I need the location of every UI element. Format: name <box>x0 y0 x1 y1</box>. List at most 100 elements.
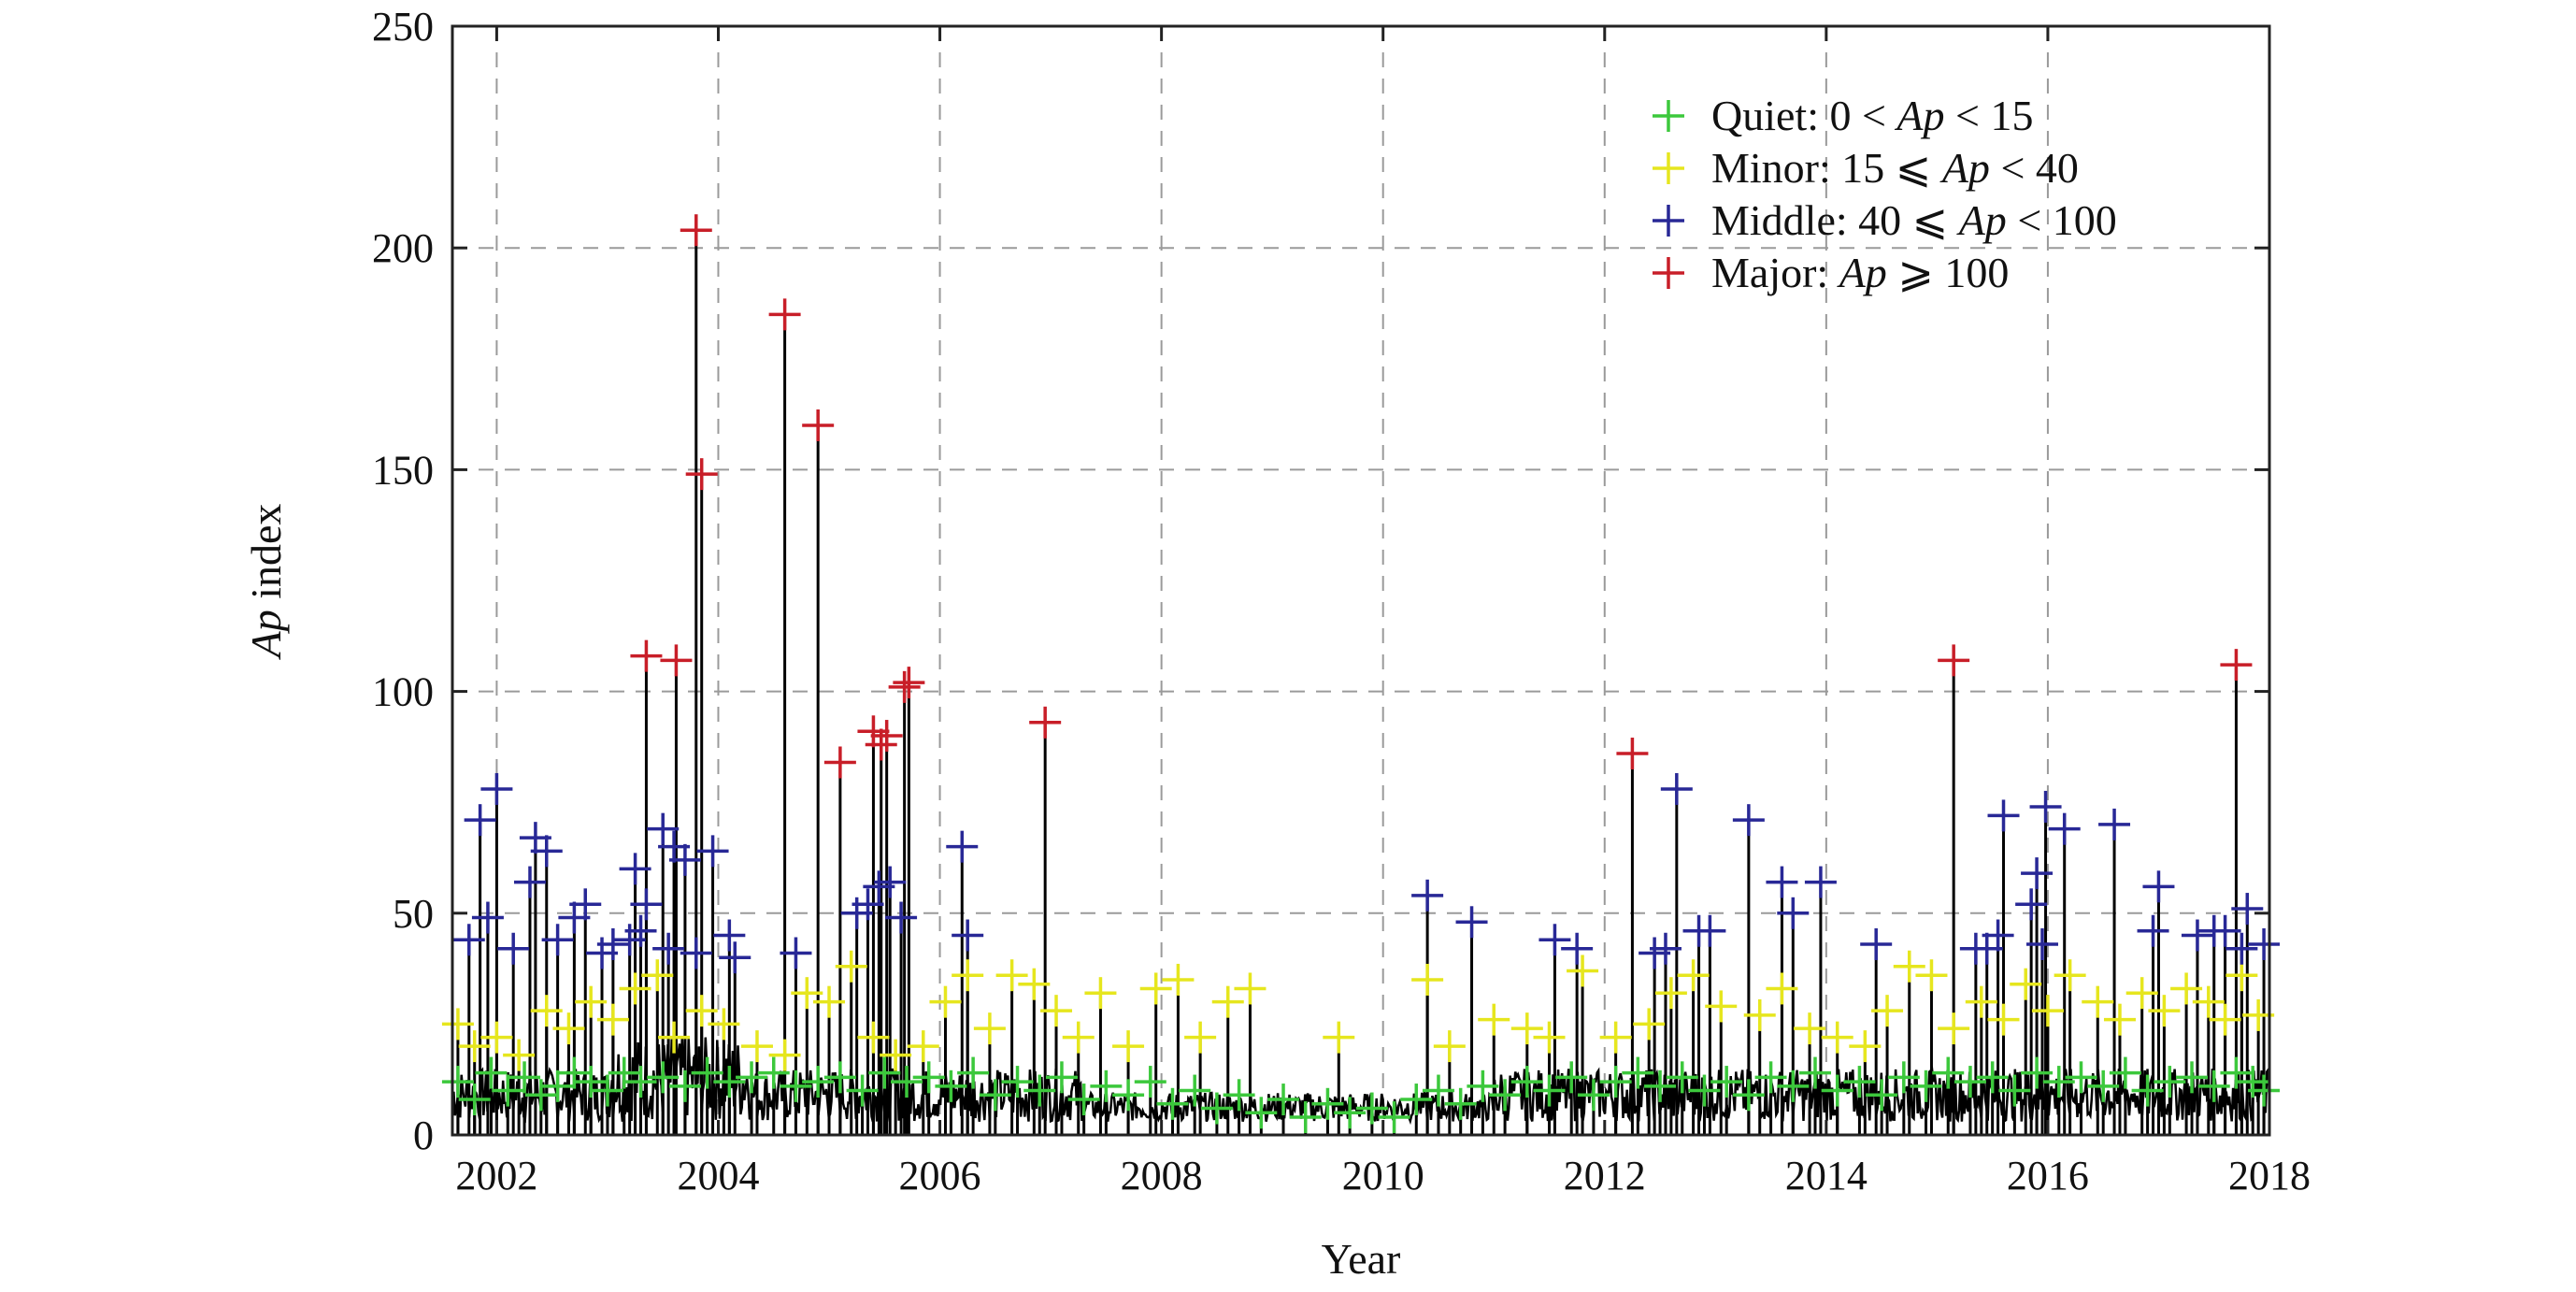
legend-plus <box>1653 205 1684 237</box>
x-tick-label: 2018 <box>2228 1153 2311 1199</box>
quiet-point <box>691 1056 723 1089</box>
minor-point <box>619 972 651 1005</box>
y-tick-label: 250 <box>372 4 434 50</box>
minor-point <box>2082 985 2114 1018</box>
quiet-point <box>1090 1069 1123 1102</box>
quiet-point <box>1799 1056 1831 1089</box>
y-tick-label: 50 <box>393 891 434 937</box>
major-point <box>1029 706 1062 739</box>
minor-point <box>530 995 563 1027</box>
quiet-point <box>2042 1066 2075 1098</box>
quiet-point <box>1866 1079 1898 1112</box>
middle-point <box>2231 893 2264 926</box>
quiet-point <box>1378 1101 1410 1134</box>
minor-point <box>1677 959 1710 992</box>
legend-label-major: Major: Ap ⩾ 100 <box>1711 249 2009 296</box>
quiet-point <box>1001 1066 1034 1098</box>
quiet-point <box>780 1069 812 1102</box>
quiet-point <box>1467 1069 1499 1102</box>
minor-point <box>1915 959 1948 992</box>
major-point <box>865 728 897 761</box>
minor-point <box>441 1008 474 1041</box>
quiet-point <box>1666 1061 1698 1094</box>
quiet-point <box>757 1056 790 1089</box>
quiet-point <box>713 1066 746 1098</box>
legend-entry-middle: Middle: 40 ⩽ Ap < 100 <box>1653 196 2117 244</box>
minor-point <box>1654 977 1687 1010</box>
minor-point <box>1766 972 1798 1005</box>
major-point <box>893 667 925 699</box>
minor-point <box>1633 1008 1666 1041</box>
major-point <box>660 644 693 677</box>
middle-point <box>1538 924 1571 956</box>
minor-point <box>1062 1021 1095 1054</box>
minor-point <box>641 959 674 992</box>
legend-label-quiet: Quiet: 0 < Ap < 15 <box>1711 92 2033 139</box>
quiet-point <box>846 1074 879 1107</box>
middle-point <box>1411 879 1444 912</box>
minor-point <box>1411 963 1444 996</box>
x-tick-label: 2002 <box>455 1153 537 1199</box>
legend-marker-minor <box>1653 152 1684 184</box>
legend-marker-major <box>1653 257 1684 289</box>
quiet-point <box>1754 1061 1787 1094</box>
minor-point <box>2225 959 2258 992</box>
middle-point <box>1455 906 1488 939</box>
quiet-point <box>508 1061 541 1094</box>
minor-point <box>2148 995 2181 1027</box>
minor-point <box>1234 972 1267 1005</box>
major-point <box>685 458 718 491</box>
x-tick-label: 2014 <box>1785 1153 1868 1199</box>
quiet-point <box>1843 1066 1876 1098</box>
quiet-point <box>2109 1056 2141 1089</box>
middle-point <box>2026 928 2058 961</box>
middle-point <box>852 888 884 921</box>
minor-point <box>1533 1021 1566 1054</box>
middle-point <box>2225 932 2258 965</box>
minor-point <box>813 985 846 1018</box>
minor-point <box>1893 950 1925 983</box>
middle-point <box>497 932 530 965</box>
minor-point <box>596 1003 629 1036</box>
minor-point <box>1794 1012 1826 1045</box>
quiet-point <box>1422 1074 1454 1107</box>
legend: Quiet: 0 < Ap < 15 Minor: 15 ⩽ Ap < 40 M… <box>1653 92 2117 296</box>
minor-point <box>907 1030 939 1063</box>
minor-point <box>952 959 984 992</box>
minor-point <box>552 1012 585 1045</box>
minor-point <box>458 1030 491 1063</box>
quiet-point <box>1045 1061 1078 1094</box>
middle-point <box>696 835 729 868</box>
quiet-point <box>1156 1087 1189 1120</box>
middle-point <box>680 937 712 969</box>
quiet-point <box>1710 1066 1743 1098</box>
major-point <box>870 720 903 753</box>
quiet-point <box>1334 1097 1367 1129</box>
legend-entry-minor: Minor: 15 ⩽ Ap < 40 <box>1653 144 2079 192</box>
middle-point <box>1860 928 1893 961</box>
y-tick-label: 200 <box>372 225 434 271</box>
middle-point <box>569 888 602 921</box>
major-point <box>857 715 890 748</box>
minor-point <box>1510 1012 1543 1045</box>
major-point <box>2220 649 2253 682</box>
y-axis-label-italic: Ap <box>242 610 290 660</box>
middle-point <box>1766 866 1798 898</box>
minor-point <box>1821 1021 1853 1054</box>
quiet-point <box>1976 1061 2009 1094</box>
major-point <box>823 746 856 779</box>
major-point <box>802 409 835 441</box>
minor-point <box>2209 1003 2241 1036</box>
middle-point <box>596 928 629 961</box>
minor-point <box>1849 1030 1882 1063</box>
minor-point <box>1084 977 1117 1010</box>
minor-point <box>685 995 718 1027</box>
quiet-point <box>823 1061 856 1094</box>
minor-point <box>995 959 1028 992</box>
y-tick-label: 100 <box>372 669 434 715</box>
quiet-point <box>2248 1074 2281 1107</box>
quiet-point <box>1179 1074 1211 1107</box>
middle-point <box>2098 808 2131 840</box>
legend-plus <box>1653 257 1684 289</box>
